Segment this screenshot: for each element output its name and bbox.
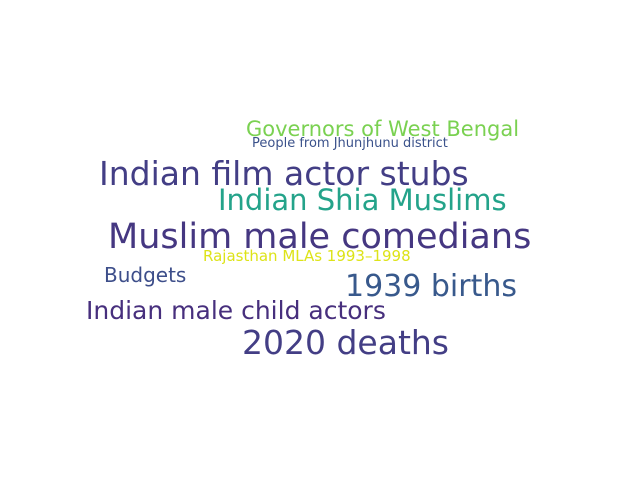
word-2020-deaths: 2020 deaths [242,323,449,362]
word-governors-of-west-bengal: Governors of West Bengal [246,117,520,141]
word-indian-male-child-actors: Indian male child actors [86,296,386,325]
word-budgets: Budgets [104,263,187,287]
word-rajasthan-mlas-1993-1998: Rajasthan MLAs 1993–1998 [203,247,411,265]
word-1939-births: 1939 births [345,269,518,304]
word-muslim-male-comedians: Muslim male comedians [108,217,532,257]
word-indian-film-actor-stubs: Indian film actor stubs [99,154,469,193]
word-people-from-jhunjhunu-district: People from Jhunjhunu district [252,136,448,151]
word-indian-shia-muslims: Indian Shia Muslims [218,183,507,217]
